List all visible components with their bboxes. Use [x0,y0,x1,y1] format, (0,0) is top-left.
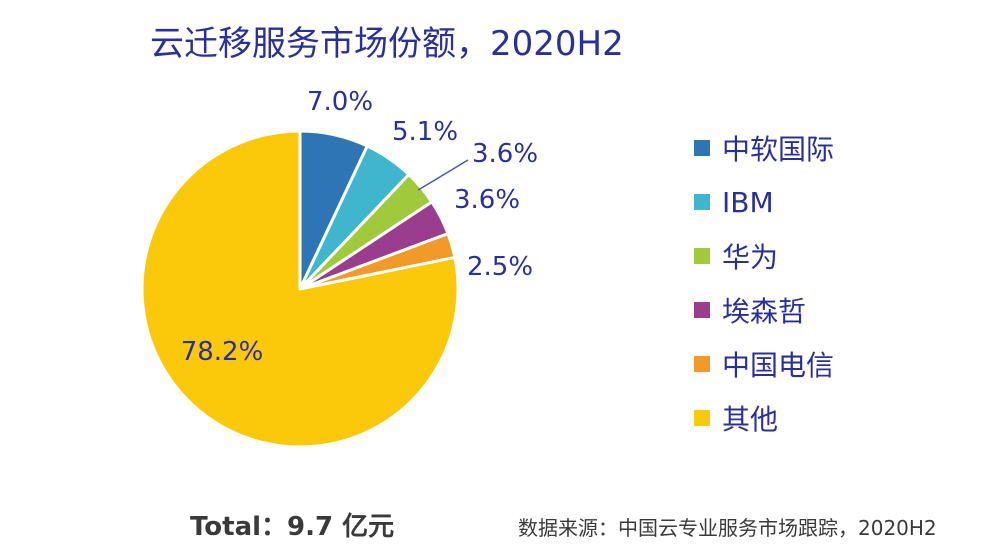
legend-swatch [694,302,710,318]
legend-label: 中软国际 [722,133,835,166]
leader-line [417,159,469,191]
slice-others [140,129,460,449]
data-label-huawei: 3.6% [472,139,538,169]
legend-swatch [694,356,710,372]
legend: 中软国际 IBM 华为 埃森哲 中国电信 其他 [694,132,834,436]
legend-label: 中国电信 [722,349,835,382]
data-label-ibm: 5.1% [392,117,458,147]
total-label: Total：9.7 亿元 [190,512,395,542]
legend-label: IBM [722,185,774,219]
legend-swatch [694,194,710,210]
legend-item-china-telecom: 中国电信 [694,348,834,382]
legend-swatch [694,140,710,156]
source-note: 数据来源：中国云专业服务市场跟踪，2020H2 [518,516,937,540]
legend-swatch [694,248,710,264]
chart-title: 云迁移服务市场份额，2020H2 [150,24,624,64]
data-label-china-telecom: 2.5% [467,252,533,282]
legend-label: 华为 [722,241,779,274]
legend-item-ibm: IBM [694,185,834,219]
legend-swatch [694,410,710,426]
legend-item-huawei: 华为 [694,240,834,274]
data-label-others: 78.2% [181,337,264,367]
legend-label: 其他 [722,403,779,436]
legend-item-zhongruan: 中软国际 [694,132,834,166]
data-label-zhongruan: 7.0% [307,87,373,117]
legend-label: 埃森哲 [722,295,807,328]
data-label-accenture: 3.6% [454,185,520,215]
legend-item-accenture: 埃森哲 [694,294,834,328]
legend-item-others: 其他 [694,402,834,436]
